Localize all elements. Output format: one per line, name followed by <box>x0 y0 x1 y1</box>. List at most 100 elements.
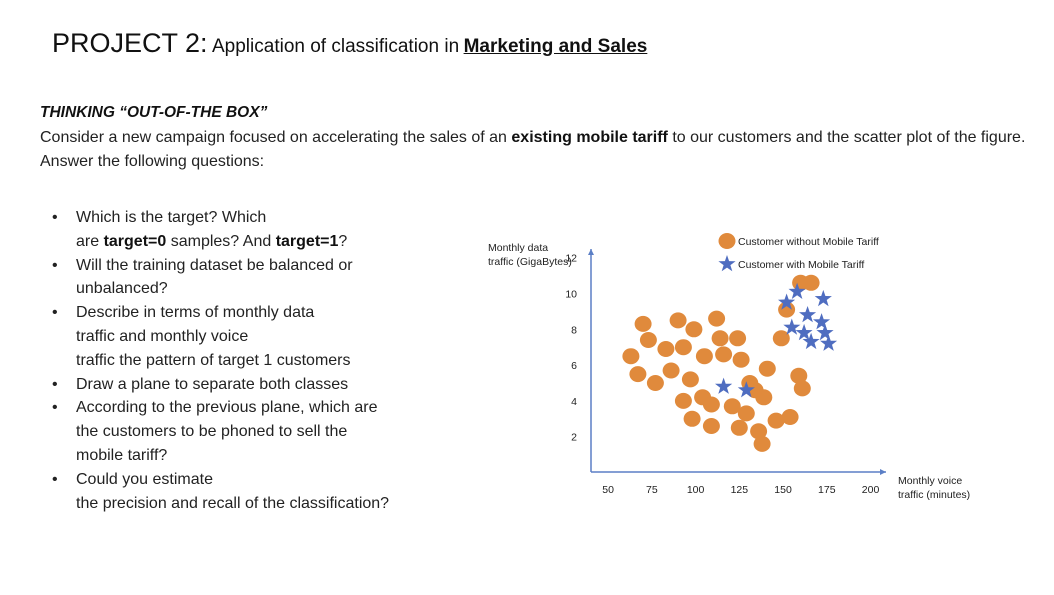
data-point-without-tariff <box>662 362 680 379</box>
section-heading: THINKING “OUT-OF-THE BOX” <box>40 104 268 121</box>
question-text: traffic the pattern of target 1 customer… <box>76 351 351 369</box>
x-axis-label: Monthly voice <box>898 475 962 487</box>
question-text: Will the training dataset be balanced or <box>76 256 353 274</box>
data-point-without-tariff <box>778 301 796 318</box>
question-item: Will the training dataset be balanced or… <box>52 254 472 302</box>
y-axis-label: traffic (GigaBytes) <box>488 256 572 268</box>
legend-label: Customer without Mobile Tariff <box>738 236 879 248</box>
x-tick-label: 200 <box>862 484 880 496</box>
data-point-without-tariff <box>755 389 773 406</box>
data-point-without-tariff <box>639 332 657 348</box>
x-tick-label: 50 <box>602 484 614 496</box>
questions-list: Which is the target? Which are target=0 s… <box>52 206 472 515</box>
legend-marker-circle <box>718 233 736 249</box>
data-point-without-tariff <box>802 274 820 291</box>
x-axis-label: traffic (minutes) <box>898 489 970 501</box>
x-tick-label: 150 <box>774 484 792 496</box>
question-text: mobile tariff? <box>76 446 168 464</box>
question-line: are target=0 samples? And target=1? <box>76 230 472 254</box>
question-line: Could you estimate <box>76 468 472 492</box>
data-point-without-tariff <box>669 312 687 329</box>
intro-emphasis: existing mobile tariff <box>511 129 668 146</box>
data-point-without-tariff <box>646 375 664 391</box>
question-item: Describe in terms of monthly data traffic… <box>52 301 472 372</box>
question-line: Which is the target? Which <box>76 206 472 230</box>
question-text: ? <box>338 232 348 250</box>
slide-title: PROJECT 2: Application of classification… <box>52 28 647 59</box>
data-point-without-tariff <box>750 423 768 440</box>
data-point-without-tariff <box>753 435 771 452</box>
x-tick-label: 175 <box>818 484 836 496</box>
data-point-without-tariff <box>708 310 726 327</box>
y-tick-label: 8 <box>571 324 577 336</box>
x-axis-arrow <box>880 469 886 475</box>
legend-label: Customer with Mobile Tariff <box>738 259 864 271</box>
intro-text: Consider a new campaign focused on accel… <box>40 129 512 146</box>
question-text: Draw a plane to separate both classes <box>76 375 349 393</box>
question-text: Could you estimate <box>76 470 213 488</box>
question-line: traffic and monthly voice <box>76 325 472 349</box>
data-point-with-tariff <box>783 318 801 335</box>
data-point-without-tariff <box>629 366 647 383</box>
question-line: Draw a plane to separate both classes <box>76 373 472 397</box>
question-text: samples? And <box>166 232 276 250</box>
data-point-without-tariff <box>657 341 675 357</box>
data-point-without-tariff <box>793 380 811 397</box>
data-point-without-tariff <box>702 418 720 434</box>
y-axis-label: Monthly data <box>488 242 548 254</box>
data-point-without-tariff <box>622 348 640 365</box>
question-text: the customers to be phoned to sell the <box>76 423 348 441</box>
data-point-with-tariff <box>737 381 755 398</box>
data-point-without-tariff <box>674 339 692 356</box>
data-point-without-tariff <box>732 351 750 368</box>
data-point-without-tariff <box>772 330 790 347</box>
data-point-with-tariff <box>778 293 796 310</box>
y-tick-label: 2 <box>571 432 577 444</box>
question-item: Draw a plane to separate both classes <box>52 373 472 397</box>
data-point-without-tariff <box>702 396 720 413</box>
question-line: Describe in terms of monthly data <box>76 301 472 325</box>
question-item: Could you estimate the precision and reca… <box>52 468 472 516</box>
data-point-with-tariff <box>802 332 820 350</box>
legend-marker-star <box>718 255 736 272</box>
question-item: Which is the target? Which are target=0 s… <box>52 206 472 254</box>
data-point-without-tariff <box>711 330 729 347</box>
question-line: mobile tariff? <box>76 444 472 468</box>
intro-paragraph: Consider a new campaign focused on accel… <box>40 126 1050 174</box>
x-tick-label: 75 <box>646 484 658 496</box>
question-text: Describe in terms of monthly data <box>76 304 315 322</box>
data-point-without-tariff <box>723 398 741 415</box>
y-tick-label: 6 <box>571 360 577 372</box>
question-text: traffic and monthly voice <box>76 327 249 345</box>
x-tick-label: 100 <box>687 484 705 496</box>
title-text: Application of classification in <box>212 36 460 57</box>
data-point-with-tariff <box>814 289 832 307</box>
data-point-with-tariff <box>813 313 831 330</box>
data-point-without-tariff <box>715 346 733 363</box>
y-tick-label: 10 <box>565 289 577 301</box>
data-point-without-tariff <box>685 321 703 338</box>
project-label: PROJECT 2: <box>52 28 208 58</box>
data-point-with-tariff <box>816 323 834 341</box>
question-line: the customers to be phoned to sell the <box>76 420 472 444</box>
question-text: According to the previous plane, which a… <box>76 399 378 417</box>
y-tick-label: 12 <box>565 253 577 265</box>
data-point-without-tariff <box>681 371 699 388</box>
data-point-with-tariff <box>788 282 806 299</box>
data-point-without-tariff <box>729 330 747 347</box>
target-term: target=0 <box>103 232 167 250</box>
question-line: Will the training dataset be balanced or <box>76 254 472 278</box>
data-point-without-tariff <box>695 348 713 365</box>
data-point-with-tariff <box>799 306 817 323</box>
target-term: target=1 <box>275 232 339 250</box>
question-text: unbalanced? <box>76 280 168 298</box>
question-text: the precision and recall of the classifi… <box>76 494 390 512</box>
intro-text-end: to our customers and the scatter plot of… <box>40 129 1026 170</box>
data-point-without-tariff <box>683 410 701 427</box>
data-point-without-tariff <box>674 392 692 409</box>
question-line: traffic the pattern of target 1 customer… <box>76 349 472 373</box>
question-item: According to the previous plane, which a… <box>52 396 472 467</box>
y-tick-label: 4 <box>571 396 577 408</box>
data-point-without-tariff <box>790 367 808 384</box>
data-point-without-tariff <box>730 419 748 436</box>
